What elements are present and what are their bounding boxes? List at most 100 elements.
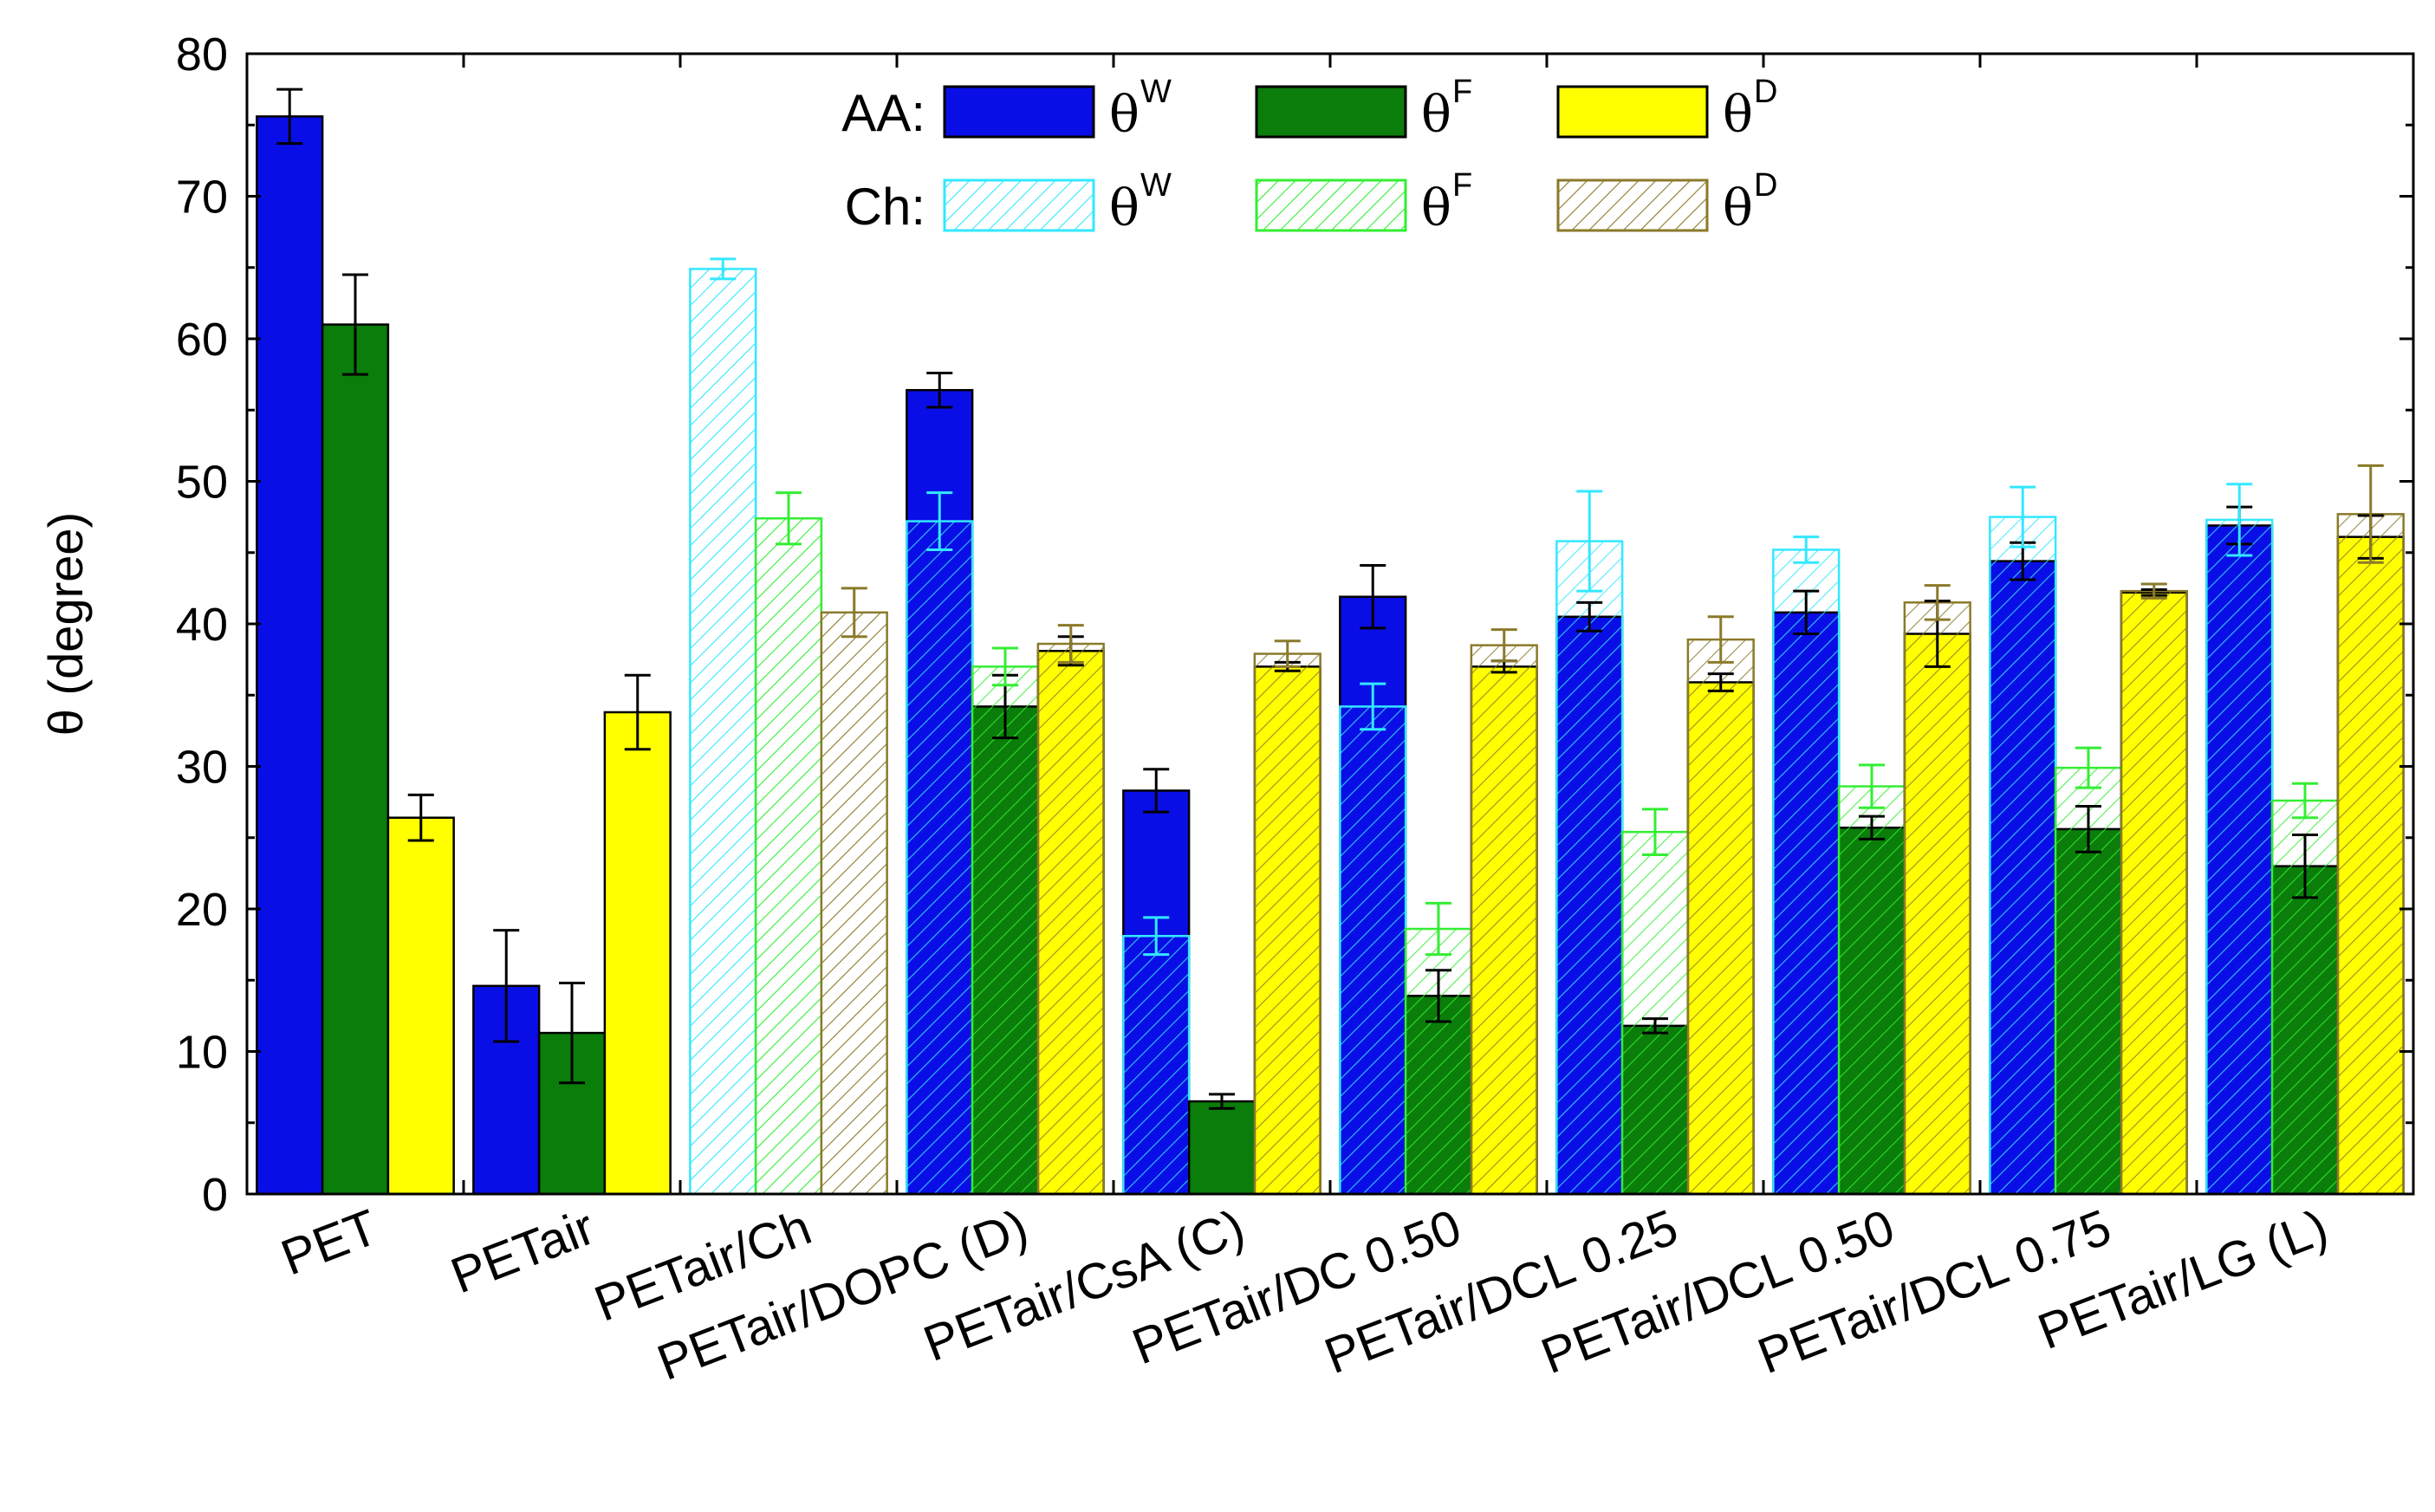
error-ch-f-9 [2292, 782, 2318, 820]
legend-symbol-1-2: θ [1723, 178, 1753, 237]
legend-symbol-1-0: θ [1109, 178, 1140, 237]
error-aa-f-5 [1425, 969, 1451, 1023]
category-label-3: PETair/DOPC (D) [650, 1198, 1035, 1391]
legend-swatch-1-0 [943, 178, 1095, 232]
error-ch-w-7 [1793, 535, 1820, 564]
legend-sup-0-2: D [1754, 74, 1777, 110]
error-aa-w-5 [1360, 564, 1386, 630]
category-label-0: PET [274, 1198, 386, 1286]
error-ch-d-9 [2357, 464, 2384, 564]
y-tick-label-7: 70 [176, 172, 228, 224]
error-aa-w-1 [493, 929, 520, 1043]
bar-ch-d-7 [1903, 601, 1971, 1196]
y-tick-label-3: 30 [176, 742, 228, 794]
bars-layer [256, 115, 2405, 1196]
error-ch-f-2 [776, 491, 802, 546]
bar-ch-f-3 [971, 665, 1040, 1196]
bar-ch-d-8 [2120, 589, 2188, 1196]
error-ch-d-6 [1707, 615, 1734, 664]
error-aa-w-3 [926, 371, 953, 409]
bar-ch-f-2 [754, 517, 823, 1196]
error-ch-d-5 [1490, 628, 1517, 663]
error-ch-d-2 [841, 587, 867, 639]
legend-swatch-0-1 [1255, 85, 1407, 139]
bar-ch-w-9 [2205, 518, 2274, 1196]
error-aa-f-1 [559, 982, 585, 1085]
error-ch-f-5 [1425, 901, 1451, 957]
bar-ch-d-4 [1253, 652, 1321, 1196]
error-aa-f-0 [342, 273, 368, 376]
error-ch-d-7 [1924, 584, 1951, 621]
error-aa-w-7 [1793, 589, 1820, 636]
error-aa-f-8 [2075, 805, 2101, 853]
category-label-7: PETair/DCL 0.50 [1534, 1198, 1902, 1385]
error-aa-d-1 [624, 673, 651, 751]
legend-row-label-0: AA: [841, 84, 925, 142]
y-tick-label-5: 50 [176, 457, 228, 509]
bar-ch-d-5 [1470, 644, 1538, 1196]
error-ch-f-8 [2075, 746, 2101, 789]
category-label-1: PETair [444, 1198, 602, 1304]
legend-symbol-0-1: θ [1421, 85, 1451, 144]
error-ch-w-3 [926, 491, 953, 551]
y-tick-label-8: 80 [176, 29, 228, 81]
legend-swatch-0-2 [1556, 85, 1709, 139]
legend-symbol-1-1: θ [1421, 178, 1451, 237]
error-ch-f-6 [1642, 808, 1668, 856]
error-bars-layer [276, 88, 2384, 1110]
error-ch-d-3 [1057, 624, 1084, 664]
error-ch-w-2 [710, 257, 737, 281]
category-label-8: PETair/DCL 0.75 [1750, 1198, 2119, 1385]
error-ch-w-6 [1576, 490, 1603, 593]
bar-ch-w-2 [689, 268, 757, 1196]
category-label-6: PETair/DCL 0.25 [1317, 1198, 1685, 1385]
bar-ch-d-3 [1036, 642, 1105, 1196]
bar-ch-d-2 [820, 611, 888, 1196]
y-tick-label-0: 0 [202, 1169, 228, 1221]
error-ch-f-3 [992, 646, 1018, 687]
bar-aa-f-4 [1187, 1100, 1256, 1196]
error-ch-w-8 [2010, 485, 2036, 548]
bar-aa-w-0 [256, 115, 324, 1196]
bar-ch-f-5 [1404, 927, 1473, 1196]
bar-aa-f-0 [321, 323, 390, 1196]
error-aa-f-9 [2292, 833, 2318, 899]
error-aa-d-6 [1707, 672, 1734, 692]
error-aa-d-0 [407, 793, 434, 842]
error-ch-d-4 [1274, 639, 1301, 668]
legend-symbol-0-2: θ [1723, 85, 1753, 144]
error-aa-f-6 [1642, 1017, 1668, 1035]
legend-sup-0-1: F [1452, 74, 1472, 110]
bar-ch-d-6 [1686, 638, 1755, 1196]
y-axis-label: θ (degree) [38, 512, 93, 736]
error-aa-w-6 [1576, 600, 1603, 633]
bar-ch-f-6 [1620, 830, 1690, 1196]
legend-sup-1-1: F [1452, 167, 1472, 204]
error-aa-w-4 [1143, 768, 1170, 814]
legend-swatch-0-0 [943, 85, 1095, 139]
y-tick-label-1: 10 [176, 1027, 228, 1079]
error-aa-w-0 [276, 88, 303, 146]
bar-aa-d-0 [386, 816, 455, 1196]
bar-ch-w-7 [1772, 548, 1841, 1196]
error-aa-f-7 [1859, 814, 1885, 840]
legend-sup-0-0: W [1140, 74, 1172, 110]
bar-ch-w-6 [1555, 540, 1624, 1196]
y-tick-label-6: 60 [176, 314, 228, 366]
bar-ch-w-8 [1989, 516, 2057, 1196]
bar-ch-d-9 [2336, 513, 2405, 1196]
bar-ch-w-5 [1339, 705, 1407, 1196]
error-aa-f-4 [1209, 1093, 1235, 1110]
error-ch-w-9 [2226, 483, 2253, 557]
legend-sup-1-2: D [1754, 167, 1777, 204]
legend-symbol-0-0: θ [1109, 85, 1140, 144]
error-ch-w-4 [1143, 916, 1170, 957]
error-ch-d-8 [2140, 582, 2167, 600]
legend-row-label-1: Ch: [845, 178, 925, 236]
bar-ch-f-7 [1837, 785, 1906, 1196]
legend-swatch-1-1 [1255, 178, 1407, 232]
y-tick-label-4: 40 [176, 599, 228, 651]
bar-aa-d-1 [603, 711, 672, 1196]
